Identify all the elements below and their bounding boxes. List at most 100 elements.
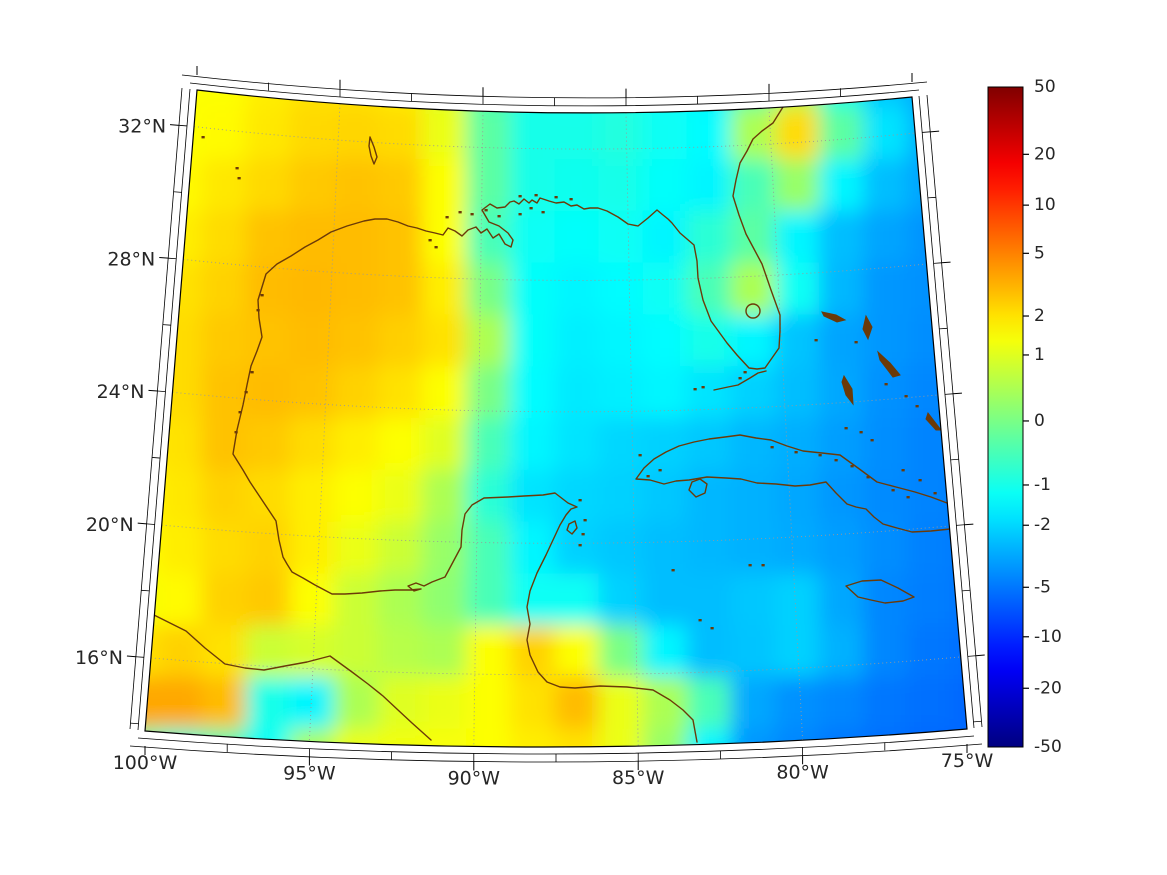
heatmap-cell bbox=[598, 90, 646, 111]
heatmap-cell bbox=[686, 625, 734, 680]
heatmap-cell bbox=[422, 262, 470, 318]
heatmap-cell bbox=[907, 573, 955, 629]
heatmap-cell bbox=[775, 90, 823, 111]
heatmap-cell bbox=[289, 521, 337, 577]
heatmap-cell bbox=[334, 90, 382, 111]
heatmap-cell bbox=[863, 418, 911, 473]
heatmap-cell bbox=[907, 418, 955, 473]
heatmap-cell bbox=[863, 159, 911, 214]
heatmap-cell bbox=[686, 573, 734, 629]
heatmap-cell bbox=[145, 262, 161, 318]
heatmap-cell bbox=[201, 90, 249, 111]
heatmap-cell bbox=[819, 469, 867, 525]
heatmap-cell bbox=[775, 314, 823, 370]
heatmap-cell bbox=[245, 418, 293, 473]
heatmap-cell bbox=[598, 625, 646, 680]
heatmap-cell bbox=[598, 314, 646, 370]
heatmap-cell bbox=[686, 521, 734, 577]
coastline-pacific-coast bbox=[153, 614, 432, 741]
coast-speck bbox=[901, 469, 905, 472]
island-long-island bbox=[925, 411, 943, 431]
heatmap-cell bbox=[775, 676, 823, 732]
heatmap-cell bbox=[289, 676, 337, 732]
heatmap-cell bbox=[378, 573, 426, 629]
heatmap-cell bbox=[819, 418, 867, 473]
heatmap-cell bbox=[289, 107, 337, 163]
heatmap-cell bbox=[907, 159, 955, 214]
heatmap-cell bbox=[642, 90, 690, 111]
heatmap-cell bbox=[598, 418, 646, 473]
heatmap-cell bbox=[907, 314, 955, 370]
heatmap-cell bbox=[642, 573, 690, 629]
heatmap-cell bbox=[289, 469, 337, 525]
heatmap-cell bbox=[554, 366, 602, 421]
heatmap-cell bbox=[775, 366, 823, 421]
heatmap-cell bbox=[289, 573, 337, 629]
heatmap-cell bbox=[730, 262, 778, 318]
heatmap-cell bbox=[554, 314, 602, 370]
heatmap-cell bbox=[378, 314, 426, 370]
heatmap-cell bbox=[819, 521, 867, 577]
heatmap-cell bbox=[819, 366, 867, 421]
heatmap-cell bbox=[157, 159, 205, 214]
coast-speck bbox=[866, 476, 870, 479]
coast-speck bbox=[646, 475, 650, 478]
heatmap-cell bbox=[642, 314, 690, 370]
coast-speck bbox=[770, 446, 774, 449]
heatmap-cell bbox=[686, 210, 734, 266]
coast-speck bbox=[497, 215, 501, 218]
frame-line bbox=[926, 94, 983, 728]
heatmap-cell bbox=[907, 210, 955, 266]
heatmap-cell bbox=[686, 676, 734, 732]
heatmap-cell bbox=[334, 728, 382, 748]
heatmap-cell bbox=[466, 676, 514, 732]
heatmap-cell bbox=[157, 314, 205, 370]
heatmap-cell bbox=[157, 469, 205, 525]
lat-tick-left bbox=[169, 124, 180, 126]
coast-speck bbox=[518, 213, 522, 216]
frame-divider bbox=[152, 457, 161, 459]
heatmap-cell bbox=[598, 573, 646, 629]
heatmap-cell bbox=[466, 314, 514, 370]
heatmap-cell bbox=[145, 418, 161, 473]
heatmap-cell bbox=[510, 90, 558, 111]
heatmap-cell bbox=[201, 573, 249, 629]
heatmap-cell bbox=[157, 625, 205, 680]
coast-speck bbox=[814, 339, 818, 342]
heatmap-cell bbox=[686, 418, 734, 473]
heatmap-cell bbox=[334, 625, 382, 680]
coast-speck bbox=[578, 499, 582, 502]
heatmap-cell bbox=[334, 469, 382, 525]
heatmap-cell bbox=[598, 159, 646, 214]
heatmap-layer bbox=[145, 90, 967, 748]
heatmap-cell bbox=[642, 676, 690, 732]
heatmap-cell bbox=[157, 418, 205, 473]
heatmap-cell bbox=[598, 521, 646, 577]
heatmap-cell bbox=[157, 366, 205, 421]
coast-speck bbox=[701, 386, 705, 389]
colorbar-tick-label: 5 bbox=[1034, 243, 1045, 263]
coast-speck bbox=[234, 431, 238, 434]
colorbar-tick-label: 10 bbox=[1034, 195, 1056, 215]
coast-speck bbox=[698, 619, 702, 622]
colorbar-tick-label: 2 bbox=[1034, 306, 1045, 326]
coast-speck bbox=[743, 371, 747, 374]
frame-divider bbox=[956, 524, 965, 526]
heatmap-cell bbox=[245, 573, 293, 629]
lat-tick-label: 20°N bbox=[86, 514, 134, 536]
heatmap-cell bbox=[466, 521, 514, 577]
heatmap-cell bbox=[686, 262, 734, 318]
island-isla-juventud bbox=[688, 478, 708, 498]
frame-divider bbox=[927, 196, 936, 199]
heatmap-cell bbox=[554, 90, 602, 111]
heatmap-cell bbox=[510, 625, 558, 680]
heatmap-cell bbox=[466, 107, 514, 163]
coast-speck bbox=[529, 207, 533, 210]
lon-tick-label: 95°W bbox=[283, 762, 336, 784]
heatmap-cell bbox=[730, 625, 778, 680]
heatmap-cell bbox=[201, 210, 249, 266]
heatmap-cell bbox=[730, 573, 778, 629]
heatmap-cell bbox=[598, 469, 646, 525]
